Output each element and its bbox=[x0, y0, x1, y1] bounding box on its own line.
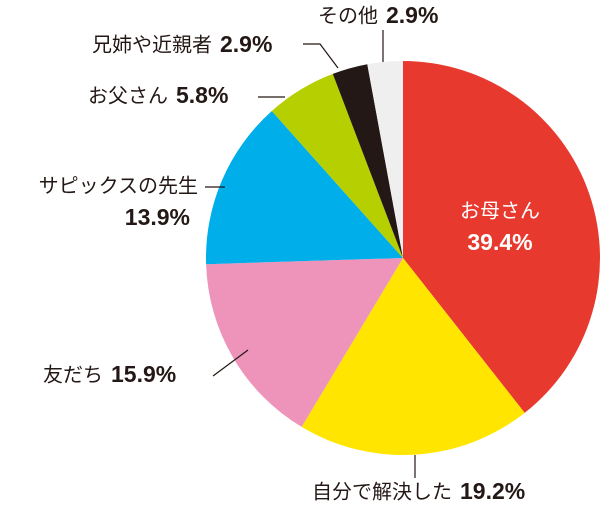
value-label: 15.9% bbox=[111, 361, 176, 387]
pie-slice bbox=[206, 111, 403, 265]
slice-label: 自分で解決した bbox=[312, 480, 452, 504]
pie bbox=[206, 61, 600, 455]
value-label: 2.9% bbox=[386, 2, 438, 28]
slice-label: サピックスの先生 bbox=[39, 174, 198, 198]
slice-label: お父さん bbox=[88, 84, 168, 108]
pie-slice bbox=[332, 64, 403, 258]
value-label: 13.9% bbox=[125, 204, 190, 230]
leader-line bbox=[303, 43, 339, 69]
slice-label: その他 bbox=[318, 4, 378, 28]
pie-slice bbox=[367, 61, 403, 258]
labels: お母さん 39.4% 自分で解決した 19.2% 友だち 15.9% サピックスの先生 13.… bbox=[39, 2, 540, 504]
value-label: 39.4% bbox=[467, 229, 532, 255]
pie-slice bbox=[206, 258, 403, 427]
value-label: 2.9% bbox=[220, 31, 272, 57]
leader-line bbox=[212, 349, 249, 377]
pie-slice bbox=[271, 73, 403, 258]
leader-lines bbox=[205, 30, 416, 478]
pie-slice bbox=[403, 61, 600, 413]
value-label: 5.8% bbox=[176, 82, 228, 108]
value-label: 19.2% bbox=[460, 478, 525, 504]
slice-label: 兄姉や近親者 bbox=[92, 33, 212, 57]
slice-label: お母さん bbox=[460, 199, 540, 223]
slice-label: 友だち bbox=[43, 363, 103, 387]
pie-slice bbox=[301, 258, 525, 455]
